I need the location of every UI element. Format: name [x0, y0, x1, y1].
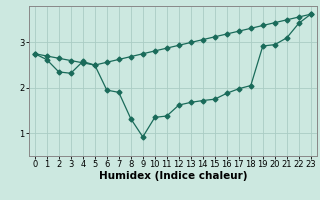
X-axis label: Humidex (Indice chaleur): Humidex (Indice chaleur): [99, 171, 247, 181]
